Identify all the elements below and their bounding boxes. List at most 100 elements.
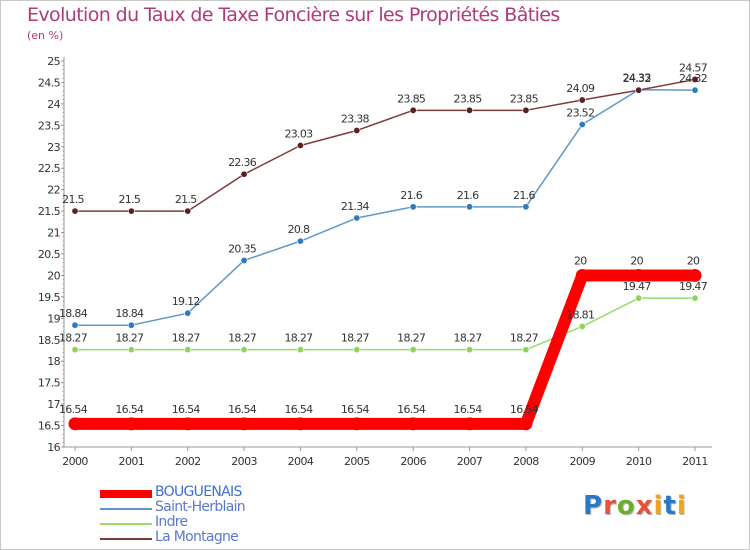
data-label: 21.5 bbox=[175, 193, 197, 206]
y-tick-label: 23.5 bbox=[38, 119, 61, 132]
data-label: 20 bbox=[687, 254, 700, 267]
series-line bbox=[75, 78, 696, 212]
data-point bbox=[127, 321, 135, 329]
data-label: 23.85 bbox=[454, 92, 483, 105]
proxiti-logo: Proxiti bbox=[583, 491, 687, 521]
data-label: 16.54 bbox=[454, 403, 483, 416]
data-label: 18.27 bbox=[172, 332, 201, 345]
legend-swatch bbox=[100, 508, 152, 510]
data-point bbox=[578, 322, 586, 330]
logo-letter: o bbox=[616, 491, 636, 521]
x-tick-label: 2001 bbox=[119, 455, 145, 468]
data-point bbox=[184, 207, 192, 215]
series-line bbox=[75, 269, 695, 430]
data-point bbox=[181, 417, 195, 431]
data-point bbox=[463, 417, 477, 431]
y-tick-label: 19.5 bbox=[38, 291, 61, 304]
legend-swatch bbox=[100, 523, 152, 525]
x-tick-label: 2002 bbox=[175, 455, 201, 468]
data-label: 23.38 bbox=[341, 112, 370, 125]
data-point bbox=[522, 203, 530, 211]
y-tick-label: 21 bbox=[47, 227, 60, 240]
x-tick-label: 2003 bbox=[231, 455, 257, 468]
data-label: 21.5 bbox=[62, 193, 84, 206]
y-tick-label: 20.5 bbox=[38, 248, 61, 261]
data-label: 18.84 bbox=[115, 307, 144, 320]
data-point bbox=[522, 106, 530, 114]
data-label: 24.33 bbox=[623, 72, 652, 85]
data-point bbox=[353, 346, 361, 354]
y-tick-label: 24 bbox=[47, 98, 60, 111]
data-point bbox=[184, 346, 192, 354]
data-point bbox=[409, 106, 417, 114]
x-tick-label: 2010 bbox=[626, 455, 652, 468]
data-point bbox=[635, 86, 643, 94]
data-point bbox=[691, 294, 699, 302]
y-tick-label: 25 bbox=[47, 55, 60, 68]
data-label: 16.54 bbox=[172, 403, 201, 416]
data-point bbox=[691, 86, 699, 94]
data-point bbox=[691, 75, 699, 83]
data-point bbox=[293, 417, 307, 431]
data-label: 24.32 bbox=[679, 72, 707, 85]
y-tick-label: 21.5 bbox=[38, 205, 61, 218]
x-tick-label: 2004 bbox=[288, 455, 314, 468]
data-point bbox=[71, 207, 79, 215]
data-label: 16.54 bbox=[510, 403, 539, 416]
data-point bbox=[71, 321, 79, 329]
data-label: 18.27 bbox=[59, 332, 88, 345]
data-point bbox=[237, 417, 251, 431]
logo-letter: t bbox=[663, 491, 677, 521]
y-tick-label: 24.5 bbox=[38, 76, 61, 89]
y-tick-label: 16 bbox=[47, 441, 60, 454]
y-tick-label: 17.5 bbox=[38, 377, 61, 390]
x-tick-label: 2007 bbox=[457, 455, 483, 468]
data-label: 16.54 bbox=[115, 403, 144, 416]
data-point bbox=[522, 346, 530, 354]
data-label: 21.6 bbox=[457, 189, 479, 202]
x-tick-label: 2000 bbox=[62, 455, 88, 468]
logo-letter: P bbox=[583, 491, 604, 521]
data-point bbox=[124, 417, 138, 431]
data-point bbox=[240, 256, 248, 264]
data-point bbox=[635, 294, 643, 302]
data-label: 20 bbox=[630, 254, 643, 267]
data-point bbox=[71, 346, 79, 354]
data-point bbox=[240, 346, 248, 354]
data-point bbox=[353, 126, 361, 134]
data-label: 22.36 bbox=[228, 156, 257, 169]
x-tick-label: 2011 bbox=[682, 455, 708, 468]
series-line bbox=[75, 88, 696, 326]
data-label: 23.85 bbox=[510, 92, 539, 105]
data-point bbox=[578, 96, 586, 104]
data-point bbox=[296, 346, 304, 354]
data-point bbox=[68, 417, 82, 431]
chart-title: Evolution du Taux de Taxe Foncière sur l… bbox=[27, 4, 560, 26]
data-point bbox=[296, 141, 304, 149]
data-label: 24.32 bbox=[623, 72, 651, 85]
series-line bbox=[75, 297, 695, 351]
data-point bbox=[184, 309, 192, 317]
y-tick-label: 17 bbox=[47, 398, 60, 411]
data-label: 24.57 bbox=[679, 61, 708, 74]
y-tick-label: 22.5 bbox=[38, 162, 61, 175]
data-label: 18.27 bbox=[284, 332, 313, 345]
data-label: 18.27 bbox=[341, 332, 370, 345]
legend-swatch bbox=[100, 490, 152, 498]
data-labels: 16.54 16.54 16.54 16.54 16.54 16.54 16.54 16.54… bbox=[59, 61, 708, 415]
data-label: 21.6 bbox=[513, 189, 535, 202]
data-label: 19.12 bbox=[172, 295, 200, 308]
data-label: 19.47 bbox=[623, 280, 652, 293]
x-tick-label: 2009 bbox=[569, 455, 595, 468]
logo-letter: i bbox=[676, 491, 687, 521]
data-label: 18.84 bbox=[59, 307, 88, 320]
chart-subtitle: (en %) bbox=[27, 29, 64, 42]
data-point bbox=[353, 214, 361, 222]
data-label: 16.54 bbox=[341, 403, 370, 416]
legend-label: BOUGUENAIS bbox=[155, 484, 242, 500]
data-point bbox=[688, 268, 702, 282]
data-label: 16.54 bbox=[228, 403, 257, 416]
data-label: 20 bbox=[574, 254, 587, 267]
data-label: 18.81 bbox=[566, 308, 594, 321]
data-point bbox=[296, 237, 304, 245]
